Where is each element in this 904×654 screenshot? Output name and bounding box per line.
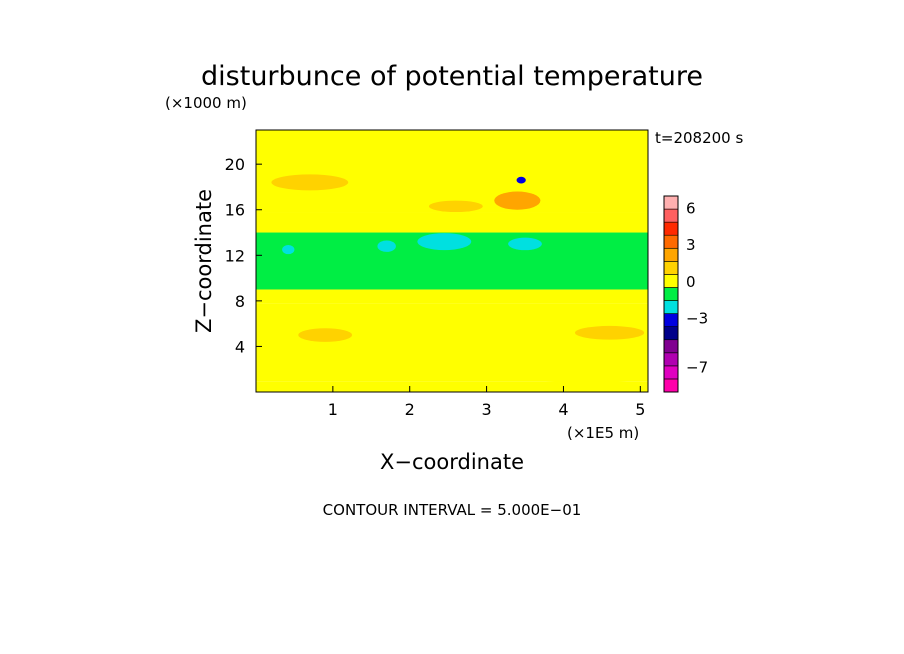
colorbar-swatch [663,247,679,262]
contour-band [256,212,648,233]
colorbar-swatch [663,326,679,341]
x-tick-label: 1 [328,400,338,419]
contour-feature [525,371,648,383]
y-tick-label: 16 [225,201,245,220]
contour-feature [428,200,483,213]
contour-feature [332,369,487,381]
colorbar-swatch [663,352,679,367]
colorbar-swatch [663,300,679,314]
contour-feature [282,245,295,255]
contour-feature [377,240,396,252]
contour-feature [574,325,645,340]
x-axis: 1 2 3 4 5 [328,386,645,419]
y-tick-label: 20 [225,155,245,174]
colorbar-swatch [663,208,679,223]
colorbar-swatch [663,261,679,275]
chart-title: disturbunce of potential temperature [201,61,703,92]
contour-feature [417,233,472,251]
y-axis: 4 8 12 16 20 [225,155,262,356]
colorbar-swatch [663,195,679,210]
y-axis-label: Z−coordinate [192,189,216,333]
colorbar-tick-label: −7 [686,359,708,377]
contour-feature [516,176,526,184]
y-tick-label: 8 [235,292,245,311]
colorbar-swatch [663,378,679,393]
contour-field [256,130,648,392]
contour-band [256,303,648,382]
contour-band [256,289,648,304]
colorbar: 6 3 0 −3 −7 [663,195,708,393]
contour-interval-note: CONTOUR INTERVAL = 5.000E−01 [323,501,582,519]
colorbar-swatch [663,221,679,236]
colorbar-swatch [663,287,679,301]
y-tick-label: 12 [225,246,245,265]
heatmap-plot [255,129,649,393]
colorbar-swatch [663,339,679,354]
colorbar-tick-label: 0 [686,273,696,291]
x-unit-label: (×1E5 m) [567,424,639,442]
plot-frame [255,129,649,393]
contour-feature [271,174,349,191]
contour-feature [298,328,353,342]
colorbar-frame [663,195,679,393]
x-tick-label: 3 [481,400,491,419]
y-unit-label: (×1000 m) [165,94,247,112]
y-tick-label: 4 [235,337,245,356]
colorbar-tick-label: 3 [686,236,696,254]
colorbar-swatch [663,365,679,380]
colorbar-swatch [663,274,679,288]
x-tick-label: 4 [558,400,568,419]
x-tick-label: 2 [405,400,415,419]
x-tick-label: 5 [635,400,645,419]
colorbar-swatch [663,313,679,327]
colorbar-tick-label: 6 [686,199,696,217]
contour-band [256,130,648,213]
contour-feature [508,237,542,251]
contour-feature [494,191,541,210]
x-axis-label: X−coordinate [380,450,524,474]
colorbar-swatch [663,234,679,249]
contour-band [256,381,648,392]
time-label: t=208200 s [655,129,743,147]
colorbar-tick-label: −3 [686,310,708,328]
